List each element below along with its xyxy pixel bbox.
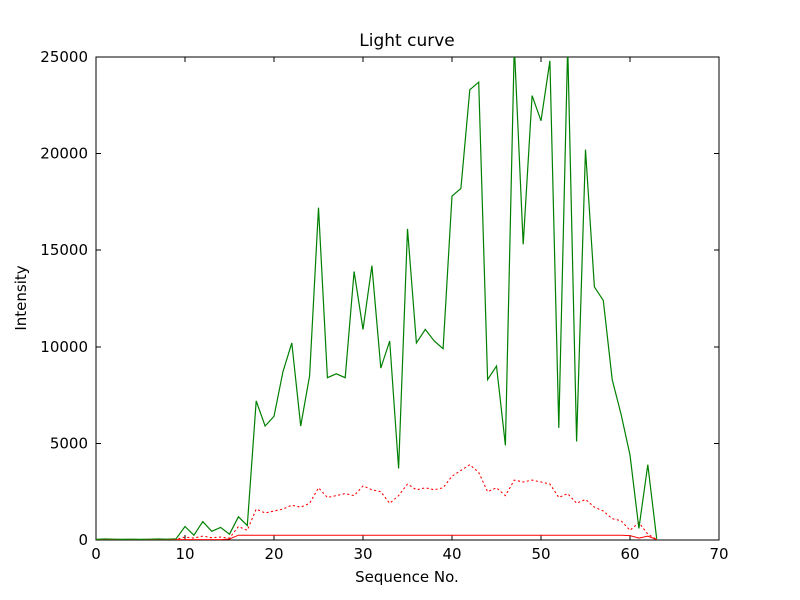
y-tick-label: 5000: [50, 434, 88, 452]
x-tick-label: 70: [709, 545, 728, 563]
x-tick-label: 30: [353, 545, 372, 563]
y-axis-label: Intensity: [12, 265, 30, 330]
x-tick-label: 50: [531, 545, 550, 563]
x-axis-label: Sequence No.: [355, 568, 459, 586]
red-dotted-line-series: [96, 464, 658, 540]
x-tick-label: 0: [91, 545, 101, 563]
y-tick-label: 10000: [40, 338, 88, 356]
green-solid-line-series: [96, 57, 658, 540]
y-tick-label: 0: [78, 531, 88, 549]
x-tick-label: 20: [264, 545, 283, 563]
y-tick-label: 20000: [40, 145, 88, 163]
y-tick-label: 25000: [40, 48, 88, 66]
axes-frame: [95, 56, 720, 541]
red-solid-line-series: [96, 534, 657, 540]
chart-title: Light curve: [359, 31, 454, 51]
plot-area: 0 10 20 30 40 50 60 70 0 5000 10000 15000 20000 25000: [40, 48, 728, 563]
x-tick-label: 60: [620, 545, 639, 563]
x-tick-label: 40: [442, 545, 461, 563]
x-tick-label: 10: [175, 545, 194, 563]
y-tick-label: 15000: [40, 241, 88, 259]
